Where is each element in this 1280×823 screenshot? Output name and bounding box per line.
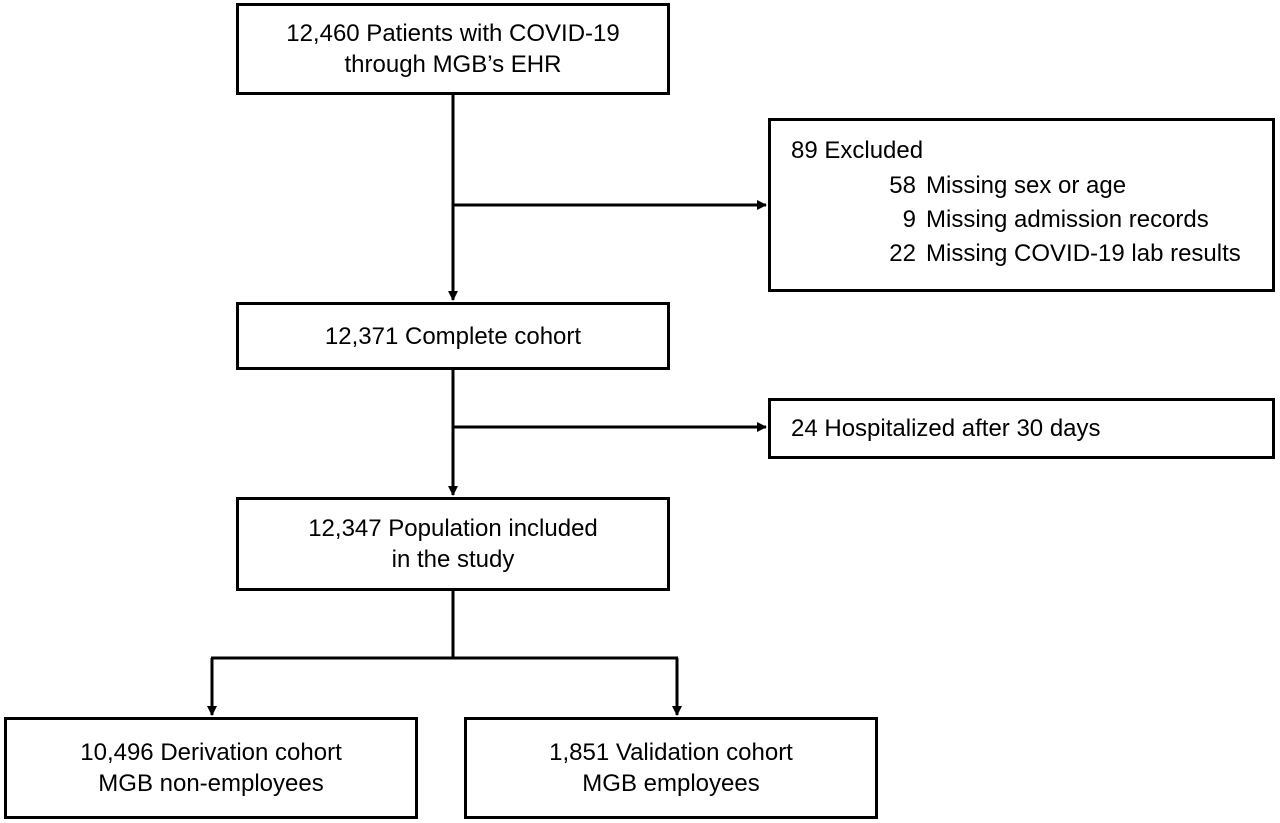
excluded-item: 58 Missing sex or age: [791, 168, 1272, 202]
population-line-1: 12,347 Population included: [308, 515, 598, 542]
excluded-title: 89 Excluded: [791, 137, 924, 164]
population-box: 12,347 Population included in the study: [236, 497, 670, 591]
excluded-item-reason: Missing COVID-19 lab results: [926, 239, 1241, 267]
excluded-item-count: 22: [889, 239, 916, 267]
hospitalized-box: 24 Hospitalized after 30 days: [768, 398, 1275, 459]
validation-cohort-box: 1,851 Validation cohort MGB employees: [464, 717, 878, 819]
excluded-item-count: 58: [889, 171, 916, 199]
start-box: 12,460 Patients with COVID-19 through MG…: [236, 3, 670, 95]
start-line-1: 12,460 Patients with COVID-19: [286, 20, 620, 47]
complete-cohort-label: 12,371 Complete cohort: [324, 322, 582, 350]
excluded-item-count: 9: [902, 205, 916, 233]
derivation-line-2: MGB non-employees: [98, 770, 324, 797]
excluded-item: 22 Missing COVID-19 lab results: [791, 236, 1272, 270]
derivation-cohort-box: 10,496 Derivation cohort MGB non-employe…: [4, 717, 418, 819]
excluded-item-reason: Missing admission records: [926, 205, 1209, 233]
excluded-box: 89 Excluded 58 Missing sex or age 9 Miss…: [768, 118, 1275, 292]
population-line-2: in the study: [391, 546, 515, 573]
validation-line-1: 1,851 Validation cohort: [549, 739, 793, 766]
excluded-item: 9 Missing admission records: [791, 202, 1272, 236]
validation-line-2: MGB employees: [582, 770, 760, 797]
start-line-2: through MGB’s EHR: [344, 51, 562, 78]
hospitalized-label: 24 Hospitalized after 30 days: [791, 415, 1101, 442]
complete-cohort-box: 12,371 Complete cohort: [236, 302, 670, 370]
derivation-line-1: 10,496 Derivation cohort: [80, 739, 342, 766]
excluded-item-reason: Missing sex or age: [926, 171, 1127, 199]
